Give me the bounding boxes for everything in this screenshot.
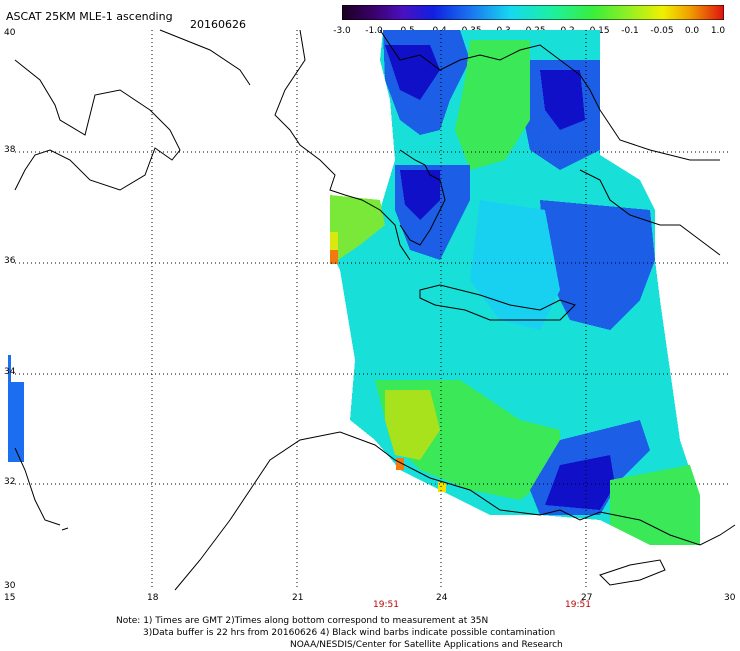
coast-greece-west: [274, 29, 411, 261]
lon-label: 30: [724, 593, 736, 603]
swath-southeast-darkblue: [545, 455, 615, 510]
colorbar-tick: -1.0: [365, 26, 383, 36]
lat-lon-grid: [15, 30, 728, 588]
colorbar-tick: 1.0: [710, 26, 726, 36]
lon-label: 27: [581, 593, 592, 603]
colorbar-tick: 0.0: [684, 26, 700, 36]
coast-italy-heel: [159, 29, 251, 86]
note-line-1: Note: 1) Times are GMT 2)Times along bot…: [116, 616, 489, 626]
pass-time: 19:51: [373, 600, 399, 610]
swath-southeast-green: [610, 465, 700, 545]
coast-italy: [14, 59, 181, 191]
colorbar-tick: -0.1: [621, 26, 639, 36]
lon-label: 21: [292, 593, 303, 603]
lat-label: 38: [4, 145, 16, 155]
wind-swath: [8, 30, 700, 545]
coast-aegean-north: [379, 29, 720, 161]
swath-west-yellow: [330, 232, 338, 250]
coast-cyprus: [599, 559, 666, 586]
swath-sicily-strip-edge: [8, 355, 11, 385]
lon-label: 15: [4, 593, 15, 603]
coast-sicily: [14, 447, 61, 526]
swath-south-yellowgreen: [385, 390, 440, 460]
note-line-2: 3)Data buffer is 22 hrs from 20160626 4)…: [143, 628, 556, 638]
lat-label: 40: [4, 28, 16, 38]
product-date: 20160626: [190, 18, 246, 31]
colorbar-tick: -3.0: [333, 26, 351, 36]
product-title: ASCAT 25KM MLE-1 ascending: [6, 10, 173, 23]
swath-sicily-strip: [8, 382, 24, 462]
lat-label: 32: [4, 477, 15, 487]
swath-east-blue: [540, 200, 655, 330]
lat-labels: 40 38 36 34 32 30: [4, 28, 16, 591]
coast-libya: [174, 431, 736, 591]
coast-turkey-south: [579, 169, 721, 256]
swath-west-orange: [330, 250, 338, 264]
coast-peloponnese: [399, 149, 446, 246]
lat-label: 30: [4, 581, 16, 591]
lon-label: 18: [147, 593, 159, 603]
swath-cyan-band: [470, 200, 560, 330]
swath-south-yellow: [438, 482, 446, 492]
lat-label: 34: [4, 367, 16, 377]
swath-northeast-darkblue: [540, 70, 585, 130]
pass-time: 19:51: [565, 600, 591, 610]
note-line-3: NOAA/NESDIS/Center for Satellite Applica…: [290, 640, 563, 650]
swath-north-green: [455, 40, 530, 170]
coast-crete: [419, 284, 576, 321]
coast-malta: [61, 527, 69, 531]
colorbar: [342, 5, 724, 20]
swath-west-greenyellow: [330, 195, 385, 262]
coastlines: [14, 29, 736, 591]
swath-south-orange: [396, 458, 404, 470]
lon-label: 24: [436, 593, 448, 603]
swath-mid-darkblue: [400, 170, 440, 220]
lon-labels: 15 18 21 24 27 30: [4, 593, 736, 603]
lat-label: 36: [4, 256, 16, 266]
colorbar-tick: -0.05: [650, 26, 674, 36]
